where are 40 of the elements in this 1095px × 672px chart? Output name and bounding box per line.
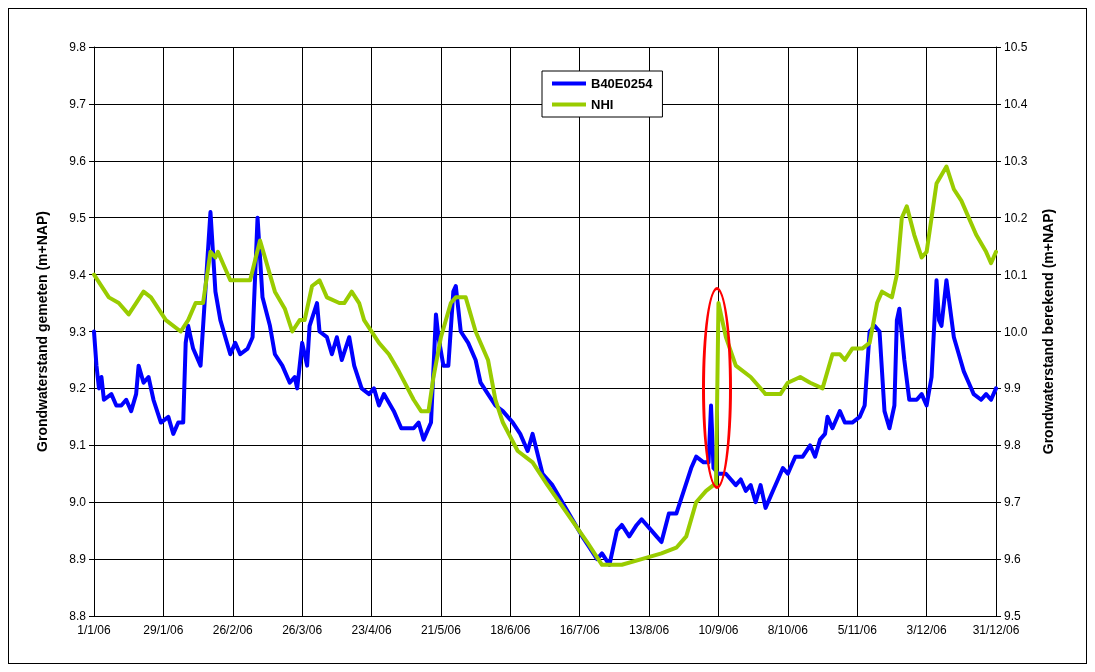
x-tick-label: 21/5/06 <box>420 623 462 637</box>
legend-label: NHI <box>591 97 614 112</box>
x-tick-label: 1/1/06 <box>77 623 111 637</box>
x-tick-label: 3/12/06 <box>906 623 947 637</box>
x-tick-label: 26/2/06 <box>212 623 254 637</box>
y-tick-label: 9.2 <box>69 381 87 396</box>
y2-tick-label: 10.0 <box>1004 324 1028 339</box>
y-tick-label: 9.3 <box>69 324 87 339</box>
y2-tick-label: 10.5 <box>1004 40 1028 54</box>
y2-tick-label: 9.8 <box>1004 438 1022 453</box>
y-tick-label: 9.6 <box>69 153 87 168</box>
y-tick-label: 8.8 <box>69 609 87 623</box>
y2-tick-label: 9.6 <box>1004 552 1022 567</box>
y2-tick-label: 9.7 <box>1004 495 1022 510</box>
y2-tick-label: 9.5 <box>1004 609 1022 623</box>
x-tick-label: 23/4/06 <box>351 623 392 637</box>
y2-tick-label: 10.4 <box>1004 96 1028 111</box>
y2-axis-title: Grondwaterstand berekend (m+NAP) <box>1040 208 1056 455</box>
y-tick-label: 9.1 <box>69 438 87 453</box>
y-tick-label: 9.8 <box>69 40 87 54</box>
x-tick-label: 26/3/06 <box>282 623 323 637</box>
y-tick-label: 9.0 <box>69 495 87 510</box>
y-tick-label: 9.4 <box>69 267 87 282</box>
x-tick-label: 8/10/06 <box>767 623 809 637</box>
x-tick-label: 18/6/06 <box>490 623 531 637</box>
y2-tick-label: 10.2 <box>1004 210 1028 225</box>
x-tick-label: 10/9/06 <box>698 623 739 637</box>
x-tick-label: 13/8/06 <box>629 623 670 637</box>
x-tick-label: 31/12/06 <box>972 623 1020 637</box>
y-tick-label: 8.9 <box>69 552 87 567</box>
y-tick-label: 9.7 <box>69 96 87 111</box>
y2-tick-label: 10.1 <box>1004 267 1028 282</box>
x-tick-label: 29/1/06 <box>143 623 184 637</box>
x-tick-label: 5/11/06 <box>837 623 878 637</box>
y-tick-label: 9.5 <box>69 210 87 225</box>
y2-tick-label: 9.9 <box>1004 381 1022 396</box>
x-tick-label: 16/7/06 <box>559 623 601 637</box>
y-axis-title: Grondwaterstand gemeten (m+NAP) <box>34 211 50 452</box>
y2-tick-label: 10.3 <box>1004 153 1028 168</box>
legend-label: B40E0254 <box>591 76 654 91</box>
